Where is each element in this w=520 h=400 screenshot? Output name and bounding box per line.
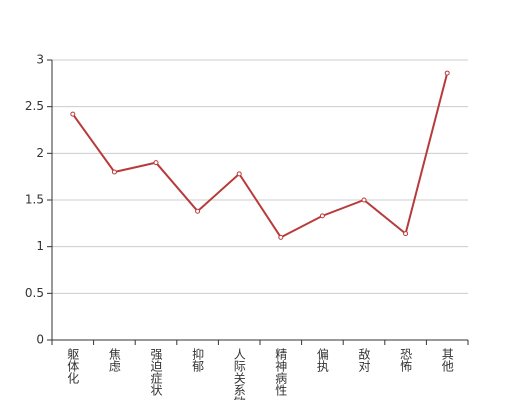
x-tick-label: 抑郁 xyxy=(191,347,205,373)
line xyxy=(71,72,449,239)
y-tick-label: 0.5 xyxy=(25,286,44,300)
x-tick-label: 敌对 xyxy=(357,347,371,372)
y-tick-label: 0 xyxy=(36,333,44,347)
point xyxy=(319,213,325,219)
y-tick-label: 2.5 xyxy=(25,99,44,113)
y-tick-label: 1.5 xyxy=(25,193,44,207)
point xyxy=(278,234,284,240)
point xyxy=(236,171,242,177)
point xyxy=(403,231,409,237)
y-tick-label: 3 xyxy=(36,53,44,67)
point xyxy=(111,169,117,175)
x-tick-label: 人际关系敏感 xyxy=(232,348,246,400)
x-tick-label: 躯体化 xyxy=(66,347,80,385)
y-tick-label: 1 xyxy=(36,239,44,253)
x-tick-label: 精神病性 xyxy=(274,348,288,397)
point xyxy=(444,70,450,76)
point xyxy=(361,197,367,203)
x-tick-label: 焦虑 xyxy=(107,348,121,372)
x-tick-label: 偏执 xyxy=(315,347,329,373)
point xyxy=(195,208,201,214)
x-tick-label: 恐怖 xyxy=(399,348,413,372)
x-tick-label: 其他 xyxy=(440,348,454,372)
point xyxy=(153,160,159,166)
point xyxy=(70,111,76,117)
x-tick-label: 强迫症状 xyxy=(149,348,163,396)
y-tick-label: 2 xyxy=(36,146,44,160)
